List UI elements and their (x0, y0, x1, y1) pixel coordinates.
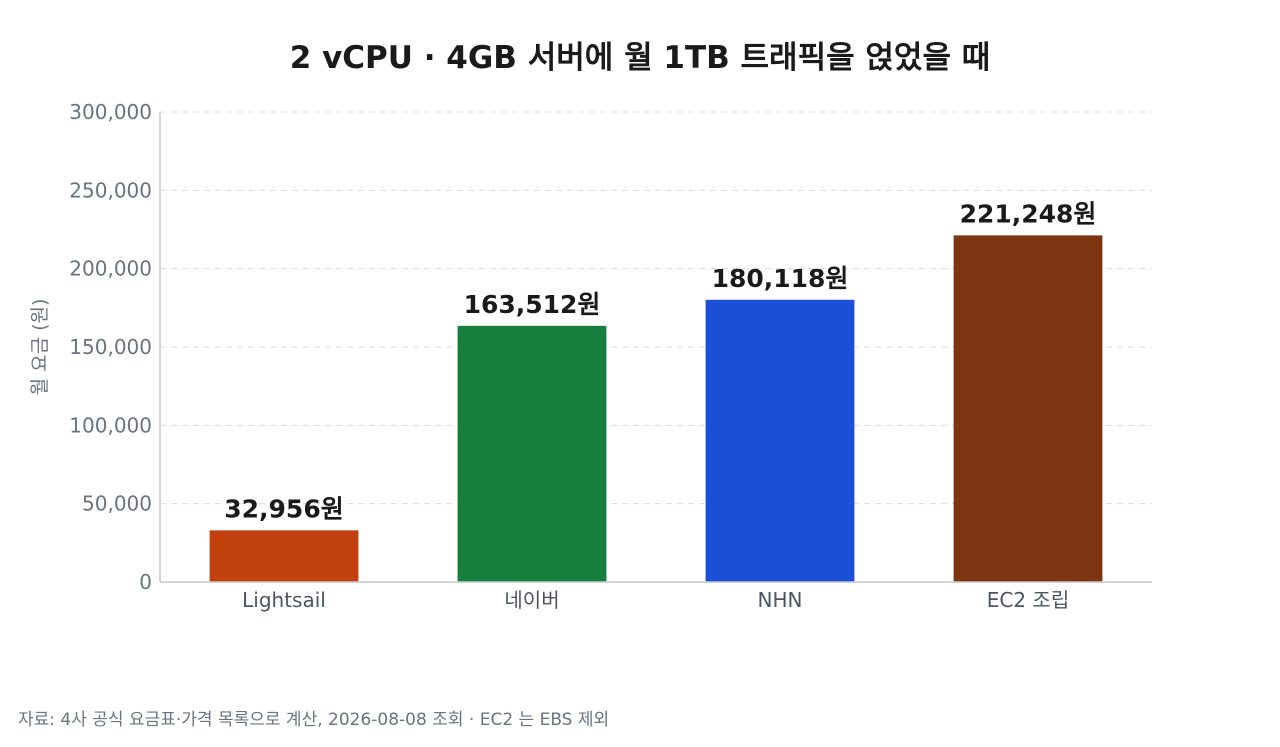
x-tick-label: 네이버 (504, 588, 559, 612)
y-tick-label: 200,000 (69, 257, 152, 281)
x-tick-label: EC2 조립 (987, 588, 1069, 612)
data-label: 221,248원 (960, 199, 1097, 228)
y-tick-label: 100,000 (69, 413, 152, 437)
y-axis-ticks: 0 50,000 100,000 150,000 200,000 250,000 300,0… (69, 100, 152, 594)
y-tick-label: 300,000 (69, 100, 152, 124)
data-label: 32,956원 (224, 494, 343, 523)
bars (209, 235, 1103, 583)
bar (705, 299, 855, 582)
x-tick-label: Lightsail (242, 588, 326, 612)
x-axis-ticks: Lightsail 네이버 NHN EC2 조립 (242, 588, 1069, 612)
data-label: 163,512원 (464, 290, 601, 319)
data-label: 180,118원 (712, 264, 849, 293)
y-tick-label: 50,000 (82, 492, 152, 516)
bar (457, 325, 607, 582)
y-tick-label: 150,000 (69, 335, 152, 359)
bar (209, 530, 359, 582)
bar (953, 235, 1103, 583)
y-axis-label: 월 요금 (원) (29, 299, 51, 396)
source-note: 자료: 4사 공식 요금표·가격 목록으로 계산, 2026-08-08 조회 … (18, 710, 610, 730)
chart-title: 2 vCPU · 4GB 서버에 월 1TB 트래픽을 얹었을 때 (290, 40, 991, 76)
x-tick-label: NHN (758, 588, 803, 612)
data-labels: 32,956원 163,512원 180,118원 221,248원 (224, 199, 1096, 523)
y-tick-label: 250,000 (69, 178, 152, 202)
y-tick-label: 0 (139, 570, 152, 594)
